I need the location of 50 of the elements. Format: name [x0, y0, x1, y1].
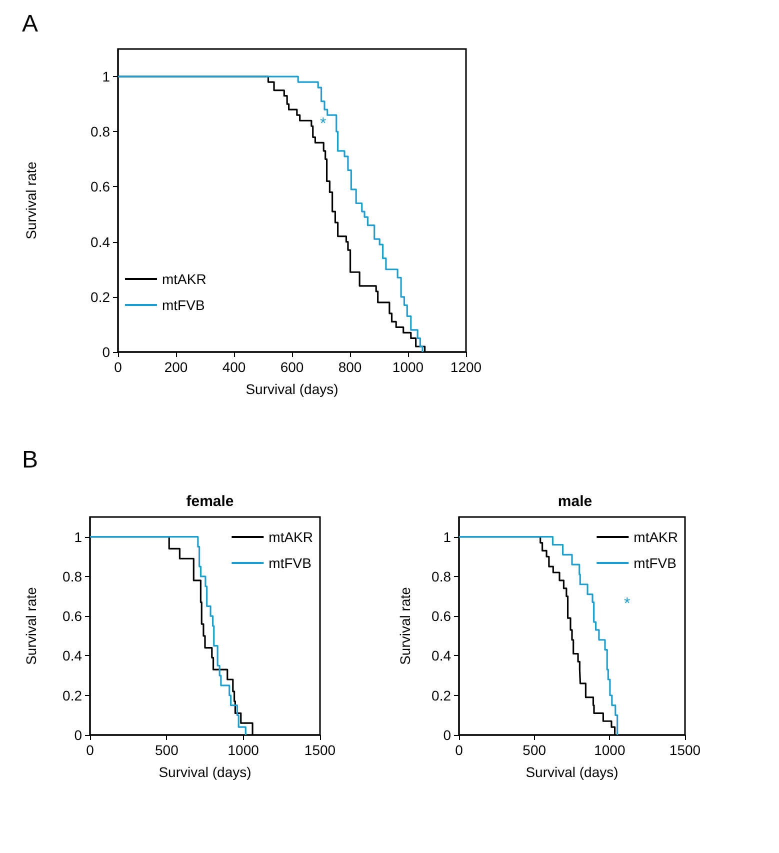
- text: B: [22, 446, 38, 474]
- y-tick-label: 0.8: [90, 124, 110, 140]
- y-tick-label: 0: [74, 727, 82, 743]
- y-tick-label: 0: [443, 727, 452, 743]
- legend-label: mtAKR: [634, 529, 678, 545]
- x-tick-label: 500: [154, 742, 179, 758]
- y-tick-label: 0.4: [90, 234, 110, 250]
- legend-label: mtFVB: [162, 297, 205, 313]
- y-axis-title: Survival rate: [23, 161, 39, 240]
- y-tick-label: 0.2: [90, 288, 110, 305]
- y-tick-label: 0.6: [90, 178, 110, 195]
- annotation: *: [624, 596, 630, 612]
- x-tick-label: 1000: [392, 359, 424, 375]
- x-tick-label: 1000: [228, 742, 260, 758]
- x-axis-title: Survival (days): [526, 764, 618, 780]
- y-tick-label: 0.2: [62, 687, 82, 704]
- y-tick-label: 0.2: [432, 687, 452, 704]
- y-tick-label: 0.8: [62, 568, 82, 584]
- legend-label: mtFVB: [268, 555, 312, 571]
- legend-label: mtAKR: [268, 529, 314, 545]
- annotation: *: [320, 116, 326, 132]
- y-tick-label: 0.6: [432, 608, 452, 624]
- x-tick-label: 600: [280, 359, 304, 375]
- y-axis-title: Survival rate: [397, 586, 413, 665]
- chart-title: female: [186, 493, 234, 510]
- x-tick-label: 1500: [304, 742, 336, 758]
- legend-label: mtAKR: [162, 271, 206, 287]
- x-tick-label: 800: [338, 359, 362, 375]
- y-tick-label: 1: [74, 528, 82, 545]
- x-tick-label: 400: [222, 359, 246, 375]
- text: A: [22, 10, 38, 38]
- y-tick-label: 0.4: [432, 648, 452, 664]
- x-axis-title: Survival (days): [158, 764, 252, 780]
- y-tick-label: 0.6: [62, 608, 82, 624]
- y-tick-label: 1: [443, 528, 452, 545]
- chart-title: male: [558, 493, 592, 510]
- y-tick-label: 0: [102, 344, 110, 360]
- y-tick-label: 1: [102, 68, 110, 85]
- x-tick-label: 1000: [594, 742, 626, 758]
- y-tick-label: 0.8: [432, 568, 452, 584]
- x-tick-label: 0: [114, 359, 122, 375]
- y-tick-label: 0.4: [62, 648, 82, 664]
- x-tick-label: 1200: [450, 359, 482, 375]
- x-axis-title: Survival (days): [246, 381, 338, 397]
- legend-label: mtFVB: [634, 555, 676, 571]
- x-tick-label: 500: [522, 742, 546, 758]
- y-axis-title: Survival rate: [23, 586, 39, 665]
- x-tick-label: 1500: [669, 742, 701, 758]
- x-tick-label: 0: [455, 742, 464, 758]
- x-tick-label: 200: [164, 359, 188, 375]
